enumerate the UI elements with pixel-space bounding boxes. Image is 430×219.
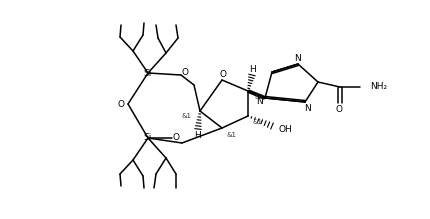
Text: O: O	[172, 134, 179, 143]
Text: N: N	[294, 53, 301, 62]
Text: O: O	[335, 104, 342, 113]
Text: N: N	[256, 97, 263, 106]
Text: O: O	[117, 99, 124, 108]
Text: NH₂: NH₂	[369, 81, 386, 90]
Text: OH: OH	[277, 125, 291, 134]
Text: H: H	[194, 131, 201, 141]
Text: &1: &1	[181, 113, 191, 119]
Text: H: H	[249, 65, 256, 74]
Text: N: N	[304, 104, 310, 113]
Text: Si: Si	[144, 134, 152, 143]
Text: &1: &1	[227, 132, 237, 138]
Text: Si: Si	[144, 69, 152, 78]
Text: &1: &1	[252, 119, 262, 125]
Text: &1: &1	[255, 94, 264, 100]
Text: O: O	[219, 69, 226, 78]
Text: O: O	[181, 67, 188, 76]
